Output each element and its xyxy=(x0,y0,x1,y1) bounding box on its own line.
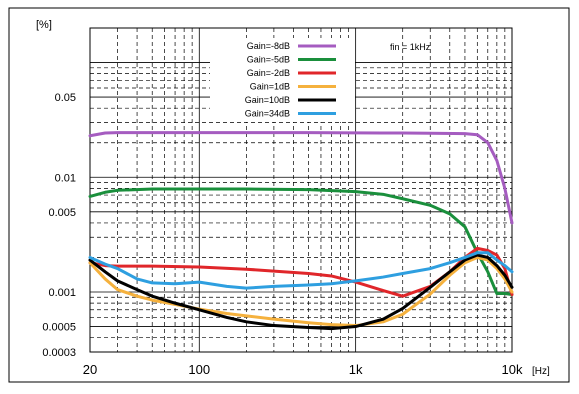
series-line xyxy=(88,187,514,297)
series-lines xyxy=(88,131,514,331)
x-tick-label: 20 xyxy=(83,362,97,377)
tick-labels: 20 100 1k 10k 0.0003 0.0005 0.001 0.005 0.01 0.05 xyxy=(42,92,523,377)
y-tick-label: 0.0003 xyxy=(42,347,76,359)
legend-label: Gain=-8dB xyxy=(247,41,290,51)
legend-label: Gain=-5dB xyxy=(247,55,290,65)
y-tick-label: 0.01 xyxy=(55,172,76,184)
y-unit-label: [%] xyxy=(36,19,52,31)
series-line xyxy=(88,246,514,298)
y-tick-label: 0.005 xyxy=(48,207,76,219)
series-line xyxy=(88,251,514,290)
x-tick-label: 10k xyxy=(502,362,523,377)
legend-label: Gain=1dB xyxy=(250,82,290,92)
annotation-text: fin = 1kHz xyxy=(390,42,431,52)
legend: Gain=-8dB Gain=-5dB Gain=-2dB Gain=1dB Gain=… xyxy=(210,38,355,122)
series-line xyxy=(88,255,514,328)
x-unit-label: [Hz] xyxy=(532,366,550,377)
series-line xyxy=(88,131,514,225)
y-tick-label: 0.001 xyxy=(48,287,76,299)
legend-label: Gain=10dB xyxy=(245,95,290,105)
x-tick-label: 100 xyxy=(188,362,210,377)
series-line xyxy=(88,253,514,331)
legend-label: Gain=34dB xyxy=(245,109,290,119)
plot-area xyxy=(89,27,513,353)
legend-label: Gain=-2dB xyxy=(247,68,290,78)
y-tick-label: 0.0005 xyxy=(42,322,76,334)
legend-box xyxy=(210,38,355,122)
y-tick-label: 0.05 xyxy=(55,92,76,104)
x-tick-label: 1k xyxy=(349,362,363,377)
